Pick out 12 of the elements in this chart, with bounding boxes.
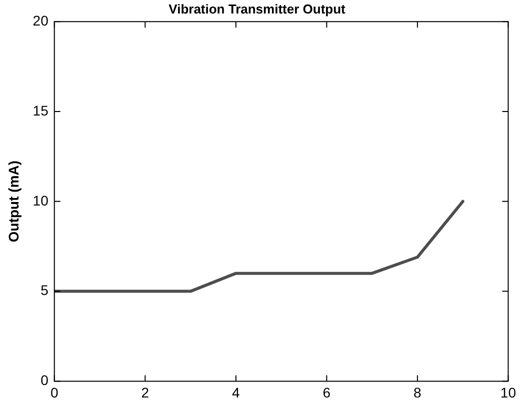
chart-title: Vibration Transmitter Output: [168, 1, 346, 16]
y-tick-label: 10: [32, 192, 49, 208]
y-tick-label: 15: [32, 102, 49, 118]
x-tick-label: 6: [322, 384, 331, 400]
x-tick-label: 4: [232, 384, 240, 400]
y-tick-label: 0: [40, 372, 49, 388]
x-tick-label: 10: [500, 384, 516, 400]
y-tick-label: 20: [32, 12, 49, 28]
x-tick-label: 8: [414, 384, 422, 400]
y-tick-label: 5: [40, 282, 49, 298]
y-axis-title: Output (mA): [5, 160, 22, 242]
x-tick-label: 2: [141, 384, 150, 400]
